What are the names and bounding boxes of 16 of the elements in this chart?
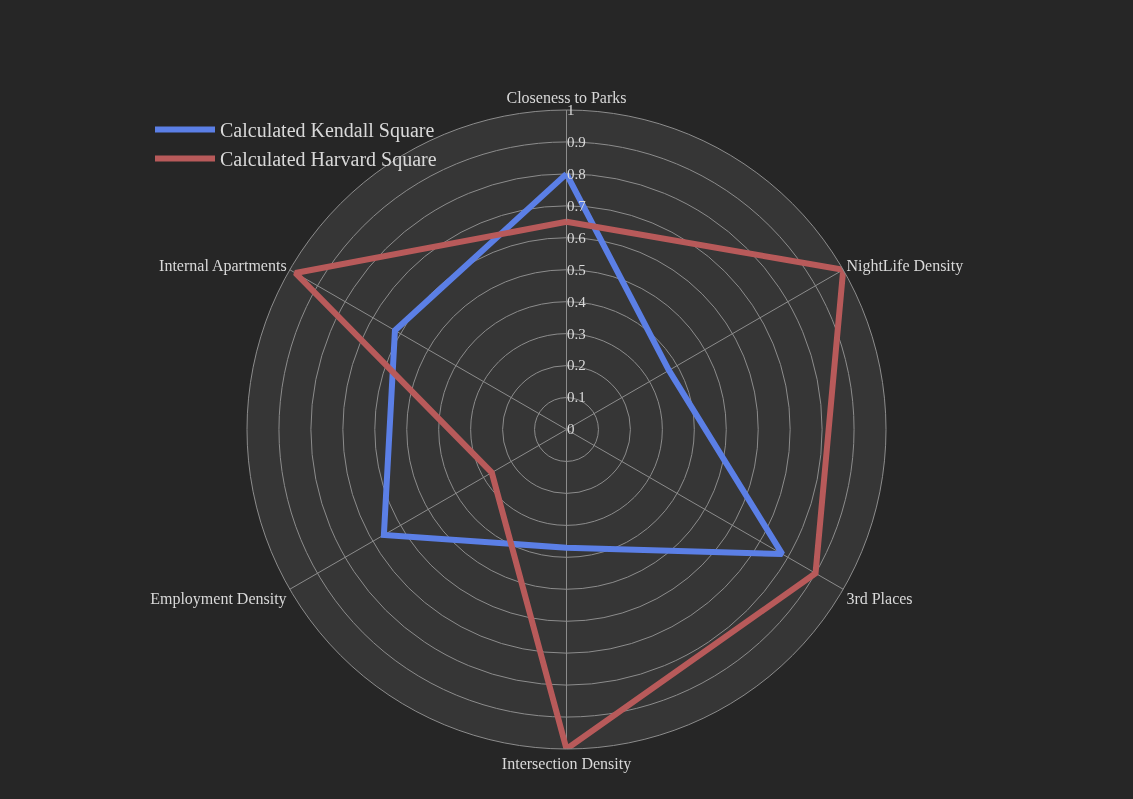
- spoke-label: Employment Density: [150, 589, 287, 608]
- legend-label: Calculated Kendall Square: [220, 119, 435, 143]
- spoke-label: Intersection Density: [501, 754, 632, 773]
- y-tick-label: 0.1: [567, 389, 586, 406]
- y-tick-label: 0.5: [567, 261, 586, 278]
- spoke-label: NightLife Density: [846, 257, 964, 276]
- y-tick-label: 0.8: [567, 165, 586, 182]
- y-tick-label: 0.3: [567, 325, 586, 342]
- y-tick-label: 0: [567, 421, 575, 438]
- spoke-label: 3rd Places: [846, 589, 913, 607]
- y-tick-label: 0.4: [567, 293, 587, 310]
- legend-label: Calculated Harvard Square: [220, 148, 437, 172]
- y-tick-label: 0.2: [567, 357, 586, 374]
- spoke-label: Internal Apartments: [159, 257, 287, 276]
- y-tick-label: 0.6: [567, 229, 587, 246]
- y-tick-label: 0.9: [567, 133, 586, 150]
